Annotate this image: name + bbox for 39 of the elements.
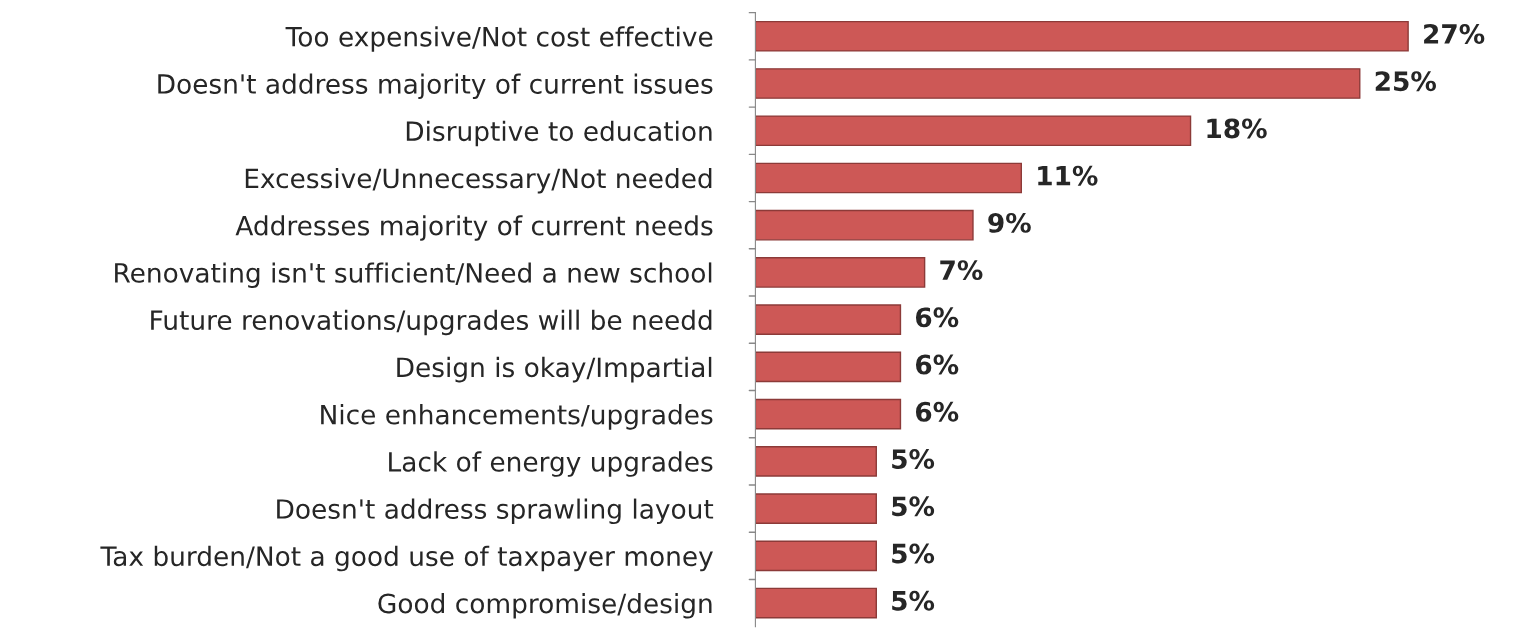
data-label: 11% [1038,165,1098,186]
bar [755,398,902,430]
data-label: 5% [892,590,935,611]
data-label: 5% [892,496,935,517]
bar [755,162,1023,194]
data-label: 25% [1375,71,1436,92]
y-tick-label: Tax burden/Not a good use of taxpayer money [100,545,713,572]
data-label: 18% [1207,118,1267,139]
y-tick-label: Nice enhancements/upgrades [321,404,713,430]
bar [755,446,877,477]
data-label: 6% [915,354,959,375]
y-tick-label: Design is okay/Impartial [397,356,712,383]
bar [755,493,877,524]
data-label: 9% [988,212,1031,233]
data-label: 5% [892,449,935,470]
y-tick-label: Doesn't address majority of current issues [158,73,713,100]
y-tick-label: Too expensive/Not cost effective [285,26,713,52]
y-tick-label: Lack of energy upgrades [389,451,713,477]
y-tick-label: Good compromise/design [378,593,712,619]
y-tick-label: Addresses majority of current needs [235,215,713,241]
y-tick-label: Future renovations/upgrades will be needd [151,309,712,336]
data-label: 6% [915,307,959,328]
bar [755,115,1192,147]
bar [755,209,974,241]
data-label: 7% [940,260,983,281]
bar [755,257,926,288]
data-label: 27% [1424,23,1485,44]
bar [755,587,877,619]
y-tick-label: Doesn't address sprawling layout [277,498,714,525]
data-label: 6% [915,401,959,422]
y-tick-label: Excessive/Unnecessary/Not needed [245,167,712,194]
bar [755,540,877,572]
data-label: 5% [892,543,935,564]
y-tick-label: Disruptive to education [406,120,712,147]
bar [755,20,1409,52]
y-tick-label: Renovating isn't sufficient/Need a new school [115,262,712,288]
bar [755,304,902,336]
bar [755,351,902,383]
bar [755,68,1361,99]
